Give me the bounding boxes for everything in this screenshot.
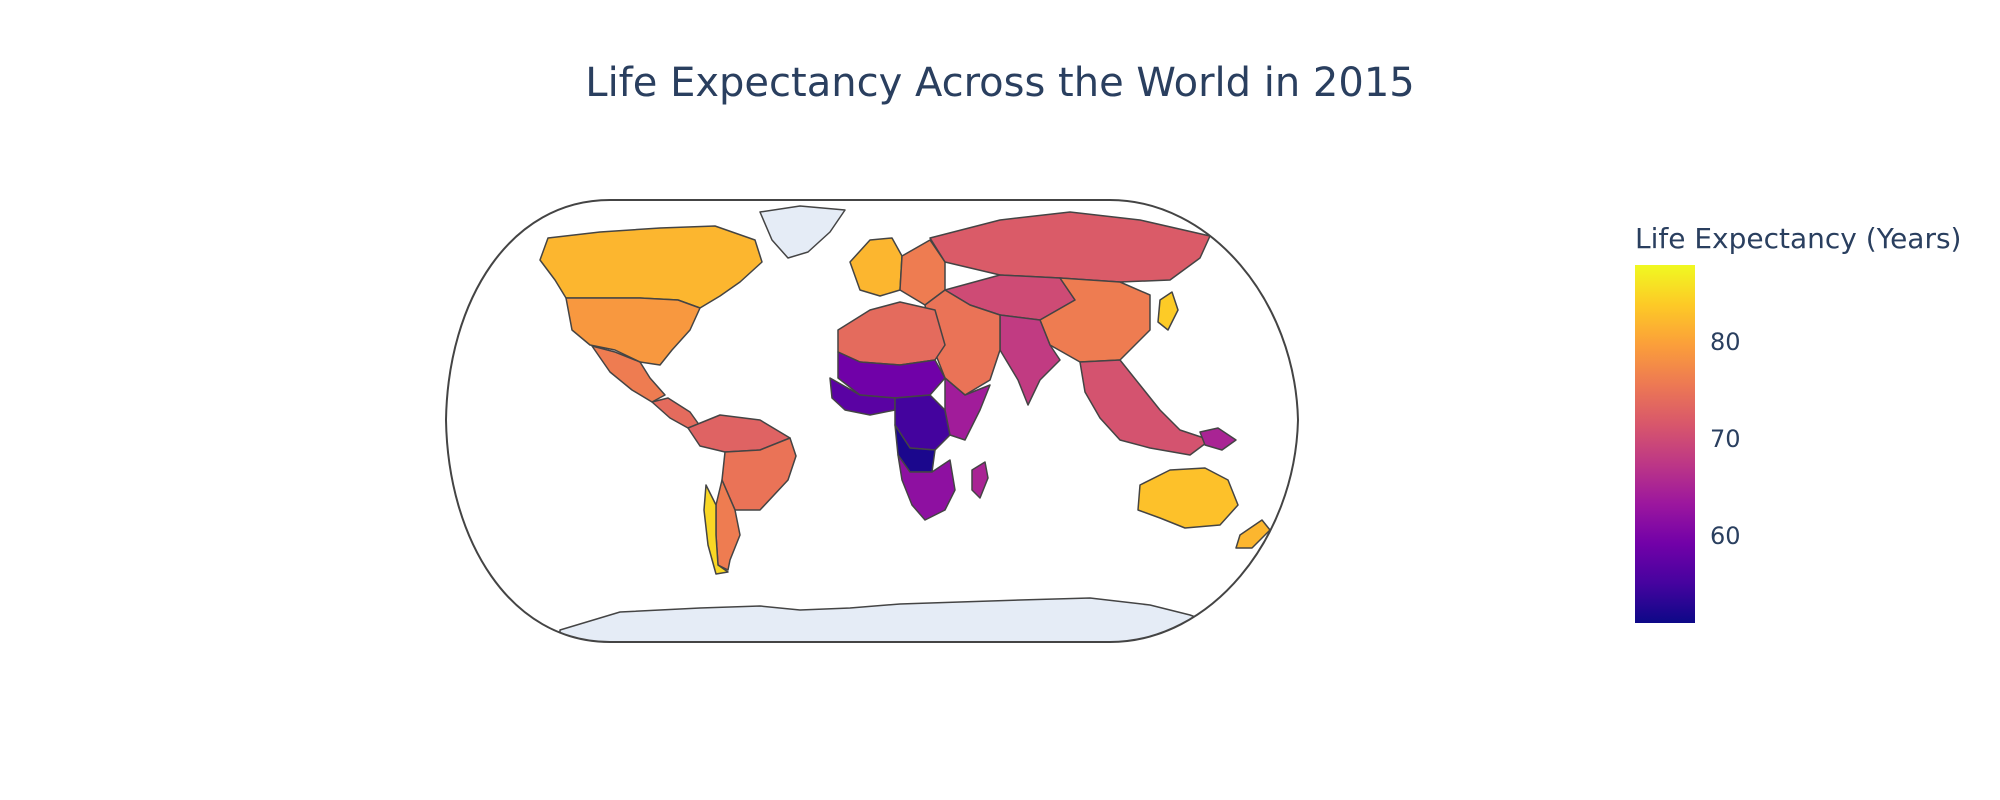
colorbar-tick-label: 70 [1710,425,1741,454]
region-west-africa[interactable] [829,377,896,416]
country-regions[interactable] [539,205,1271,650]
region-new-zealand[interactable] [1235,519,1271,549]
region-canada[interactable] [539,225,763,309]
region-united-states[interactable] [565,297,701,366]
region-sahel[interactable] [837,351,946,399]
region-japan[interactable] [1157,291,1179,331]
region-madagascar[interactable] [971,461,989,499]
chart-title: Life Expectancy Across the World in 2015 [585,60,1415,106]
colorbar-tick-label: 60 [1710,521,1741,550]
region-chile[interactable] [703,484,729,575]
region-southern-africa[interactable] [897,454,956,521]
region-mexico[interactable] [591,345,666,403]
region-russia[interactable] [929,211,1211,283]
region-papua-new-guinea[interactable] [1199,427,1237,451]
region-australia[interactable] [1137,467,1239,529]
region-greenland[interactable] [759,205,846,259]
region-southeast-asia[interactable] [1079,359,1211,456]
colorbar-tick-label: 80 [1710,328,1741,357]
region-south-asia[interactable] [999,314,1061,406]
colorbar-title: Life Expectancy (Years) [1635,222,1962,255]
colorbar [1635,265,1695,623]
region-east-africa[interactable] [944,377,991,441]
globe-outline [444,199,1300,643]
